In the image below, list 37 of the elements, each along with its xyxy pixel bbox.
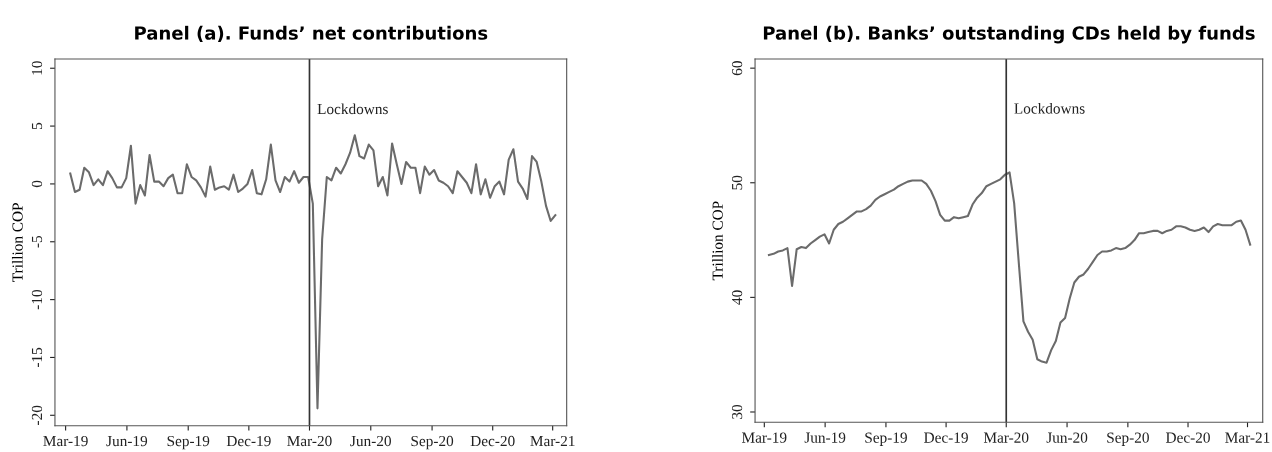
x-tick-label: Sep-20	[1107, 432, 1149, 446]
y-tick-label: 5	[31, 122, 43, 130]
y-axis-title: Trillion COP	[712, 201, 723, 281]
x-tick-label: Jun-19	[804, 432, 846, 443]
y-tick-label: 10	[31, 61, 43, 75]
line-series	[69, 134, 557, 410]
y-tick-label: -5	[31, 235, 43, 248]
x-tick-label: Jun-20	[350, 435, 391, 447]
x-tick-label: Dec-19	[226, 435, 271, 447]
x-tick-label: Mar-21	[530, 435, 575, 447]
y-tick-label: 30	[731, 404, 743, 419]
x-tick-label: Mar-19	[742, 432, 787, 443]
y-axis-title: Trillion COP	[11, 203, 23, 282]
y-tick-label: -10	[31, 290, 43, 310]
x-tick-label: Mar-20	[983, 432, 1029, 443]
x-tick-label: Dec-19	[924, 432, 968, 443]
x-tick-label: Dec-20	[470, 435, 515, 447]
x-tick-label: Mar-19	[43, 435, 88, 447]
x-tick-label: Dec-20	[1165, 432, 1210, 443]
y-tick-label: 50	[731, 175, 743, 190]
x-tick-label: Jun-20	[1046, 432, 1088, 443]
ref-line-label: Lockdowns	[317, 103, 388, 115]
chart-title: Panel (b). Banks’ outstanding CDs held by funds	[763, 25, 1255, 44]
x-tick-label: Mar-20	[287, 435, 332, 447]
x-tick-label: Sep-19	[865, 432, 907, 446]
x-tick-label: Sep-20	[411, 435, 454, 450]
line-series	[767, 171, 1252, 364]
y-tick-label: -15	[31, 347, 43, 368]
y-tick-label: 60	[731, 61, 743, 76]
y-tick-label: -20	[31, 405, 43, 425]
y-tick-label: 40	[731, 290, 743, 305]
x-tick-label: Sep-19	[167, 435, 210, 450]
y-tick-label: 0	[31, 180, 43, 188]
x-tick-label: Mar-21	[1225, 432, 1270, 443]
ref-line-label: Lockdowns	[1014, 102, 1085, 114]
x-tick-label: Jun-19	[106, 435, 148, 447]
chart-title: Panel (a). Funds’ net contributions	[135, 25, 488, 42]
